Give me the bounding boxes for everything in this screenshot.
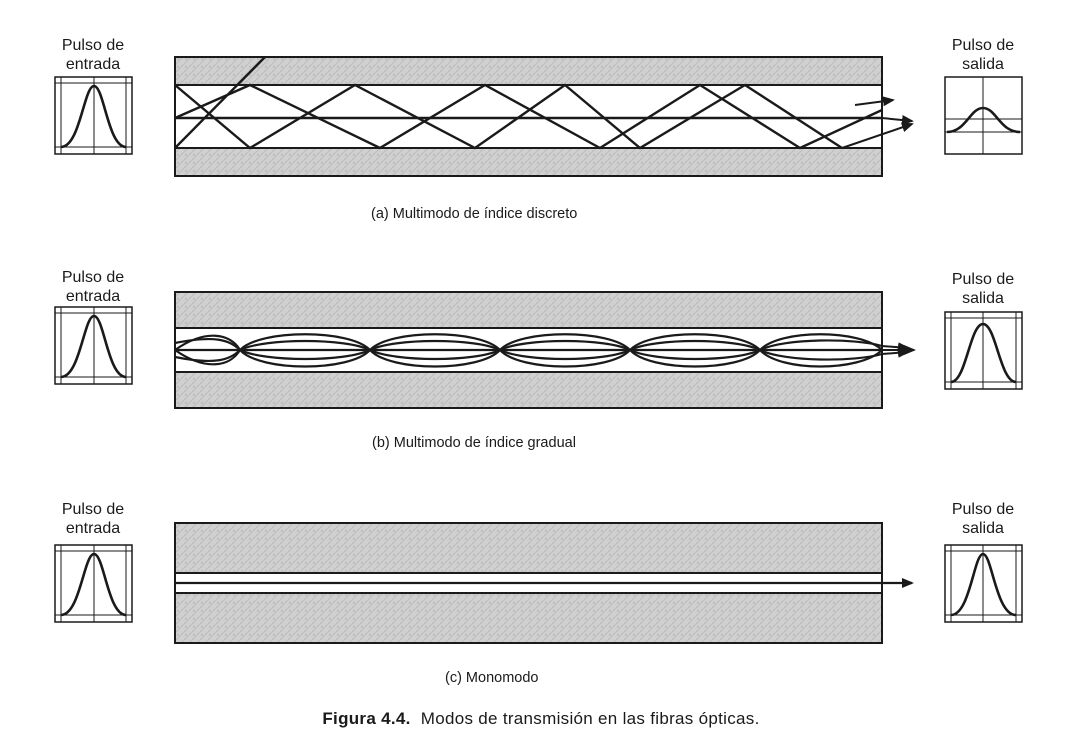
ray-paths bbox=[174, 333, 883, 368]
fiber-single-mode bbox=[174, 522, 914, 644]
input-label-line2: entrada bbox=[65, 56, 121, 73]
ray-paths bbox=[174, 56, 883, 150]
figure-caption: Figura 4.4. Modos de transmisión en las … bbox=[0, 709, 1082, 729]
caption-c: (c) Monomodo bbox=[445, 670, 539, 686]
output-pulse-a bbox=[944, 76, 1023, 155]
cladding-top bbox=[174, 291, 883, 329]
output-label-line1: Pulso de bbox=[951, 501, 1015, 518]
cladding-bottom bbox=[174, 147, 883, 177]
input-pulse-a bbox=[54, 76, 133, 155]
input-pulse-label-b: Pulso de entrada bbox=[43, 268, 143, 306]
output-label-line2: salida bbox=[962, 520, 1004, 537]
output-label-line2: salida bbox=[962, 56, 1004, 73]
output-ray-2 bbox=[881, 115, 914, 125]
output-label-line1: Pulso de bbox=[951, 271, 1015, 288]
output-ray-1 bbox=[881, 342, 910, 353]
output-pulse-c bbox=[944, 544, 1023, 623]
output-ray-3 bbox=[881, 347, 910, 358]
output-label-line1: Pulso de bbox=[951, 37, 1015, 54]
caption-a: (a) Multimodo de índice discreto bbox=[371, 206, 578, 222]
fiber-graded-index bbox=[174, 291, 916, 409]
input-pulse-label-a: Pulso de entrada bbox=[43, 36, 143, 74]
input-pulse-b bbox=[54, 306, 133, 385]
output-pulse-b bbox=[944, 311, 1023, 390]
input-label-line1: Pulso de bbox=[61, 37, 125, 54]
cladding-bottom bbox=[174, 371, 883, 409]
core bbox=[174, 84, 883, 149]
input-label-line2: entrada bbox=[65, 520, 121, 537]
output-pulse-label-a: Pulso de salida bbox=[933, 36, 1033, 74]
figure-caption-text: Modos de transmisión en las fibras óptic… bbox=[420, 709, 760, 728]
cladding-top bbox=[174, 56, 883, 86]
output-ray-3 bbox=[854, 96, 895, 107]
output-ray-1 bbox=[841, 122, 914, 149]
caption-b: (b) Multimodo de índice gradual bbox=[372, 435, 576, 451]
output-label-line2: salida bbox=[962, 290, 1004, 307]
cladding-bottom bbox=[174, 592, 883, 644]
output-pulse-label-c: Pulso de salida bbox=[933, 500, 1033, 538]
input-pulse-c bbox=[54, 544, 133, 623]
input-label-line1: Pulso de bbox=[61, 269, 125, 286]
cladding-top bbox=[174, 522, 883, 574]
input-pulse-label-c: Pulso de entrada bbox=[43, 500, 143, 538]
input-label-line1: Pulso de bbox=[61, 501, 125, 518]
fiber-step-index bbox=[174, 56, 914, 177]
output-pulse-label-b: Pulso de salida bbox=[933, 270, 1033, 308]
input-label-line2: entrada bbox=[65, 288, 121, 305]
figure-label: Figura 4.4. bbox=[322, 709, 411, 728]
